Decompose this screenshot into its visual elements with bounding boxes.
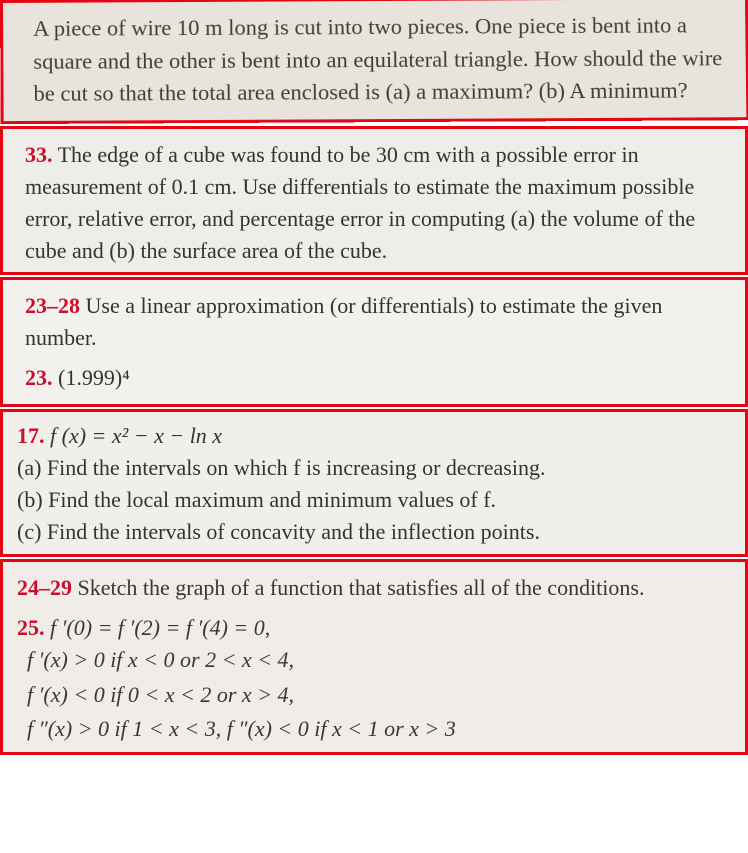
problem-25-line1: f ′(0) = f ′(2) = f ′(4) = 0, xyxy=(50,615,270,640)
section-header-23-28: 23–28 Use a linear approximation (or dif… xyxy=(25,290,727,354)
problem-number-23: 23. xyxy=(25,365,53,390)
problem-17-part-a: (a) Find the intervals on which f is inc… xyxy=(17,452,727,484)
problem-block-17: 17. f (x) = x² − x − ln x (a) Find the i… xyxy=(0,409,748,557)
problem-text-wire: A piece of wire 10 m long is cut into tw… xyxy=(33,9,728,111)
section-range-23-28: 23–28 xyxy=(25,293,80,318)
problem-17-part-c: (c) Find the intervals of concavity and … xyxy=(17,516,727,548)
problem-25: 25. f ′(0) = f ′(2) = f ′(4) = 0, xyxy=(17,612,727,644)
problem-block-23-28: 23–28 Use a linear approximation (or dif… xyxy=(0,277,748,407)
problem-25-line4: f ″(x) > 0 if 1 < x < 3, f ″(x) < 0 if x… xyxy=(17,712,727,746)
problem-17: 17. f (x) = x² − x − ln x xyxy=(17,420,727,452)
problem-function-17: f (x) = x² − x − ln x xyxy=(50,423,222,448)
problem-17-part-b: (b) Find the local maximum and minimum v… xyxy=(17,484,727,516)
section-header-text-23-28: Use a linear approximation (or different… xyxy=(25,293,662,350)
problem-number-17: 17. xyxy=(17,423,45,448)
section-header-text-24-29: Sketch the graph of a function that sati… xyxy=(78,575,645,600)
problem-block-33: 33. The edge of a cube was found to be 3… xyxy=(0,126,748,276)
section-range-24-29: 24–29 xyxy=(17,575,72,600)
problem-23: 23. (1.999)⁴ xyxy=(25,362,727,394)
problem-text-33: 33. The edge of a cube was found to be 3… xyxy=(25,139,727,267)
problem-number-33: 33. xyxy=(25,142,53,167)
problem-25-line3: f ′(x) < 0 if 0 < x < 2 or x > 4, xyxy=(17,678,727,712)
problem-item-23: (1.999)⁴ xyxy=(58,365,130,390)
problem-number-25: 25. xyxy=(17,615,45,640)
problem-block-24-29: 24–29 Sketch the graph of a function tha… xyxy=(0,559,748,755)
problem-block-wire: A piece of wire 10 m long is cut into tw… xyxy=(0,0,748,124)
section-header-24-29: 24–29 Sketch the graph of a function tha… xyxy=(17,572,727,604)
problem-25-line2: f ′(x) > 0 if x < 0 or 2 < x < 4, xyxy=(17,643,727,677)
problem-body-33: The edge of a cube was found to be 30 cm… xyxy=(25,142,695,263)
